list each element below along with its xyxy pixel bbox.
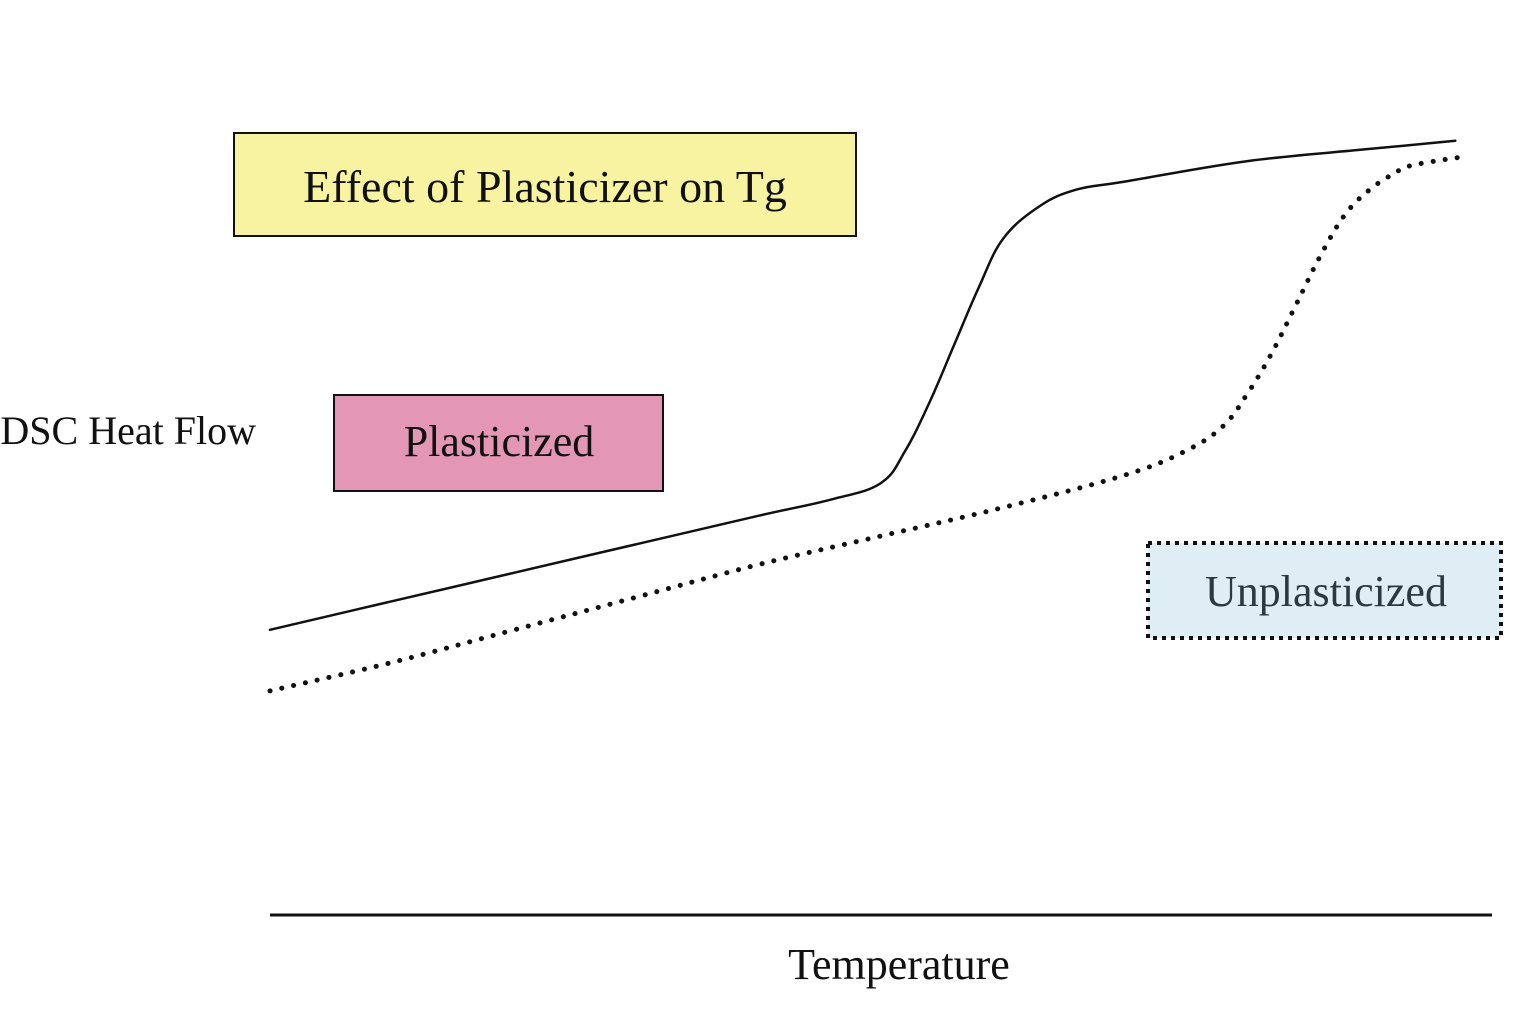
- legend-plasticized: Plasticized: [333, 394, 664, 492]
- legend-unplasticized: Unplasticized: [1146, 541, 1503, 640]
- legend-unplasticized-box: [1146, 541, 1503, 640]
- chart-title: Effect of Plasticizer on Tg: [303, 161, 787, 212]
- chart-title-box: Effect of Plasticizer on Tg: [233, 132, 857, 237]
- series-unplasticized-line: [267, 154, 1464, 694]
- legend-plasticized-label: Plasticized: [404, 417, 595, 466]
- x-axis-label: Temperature: [788, 940, 1010, 989]
- series-plasticized-line: [268, 139, 1457, 632]
- legend-unplasticized-label: Unplasticized: [1205, 567, 1447, 616]
- chart-title-background: [233, 132, 857, 237]
- y-axis-label: DSC Heat Flow: [0, 408, 256, 453]
- legend-plasticized-box: [333, 394, 664, 492]
